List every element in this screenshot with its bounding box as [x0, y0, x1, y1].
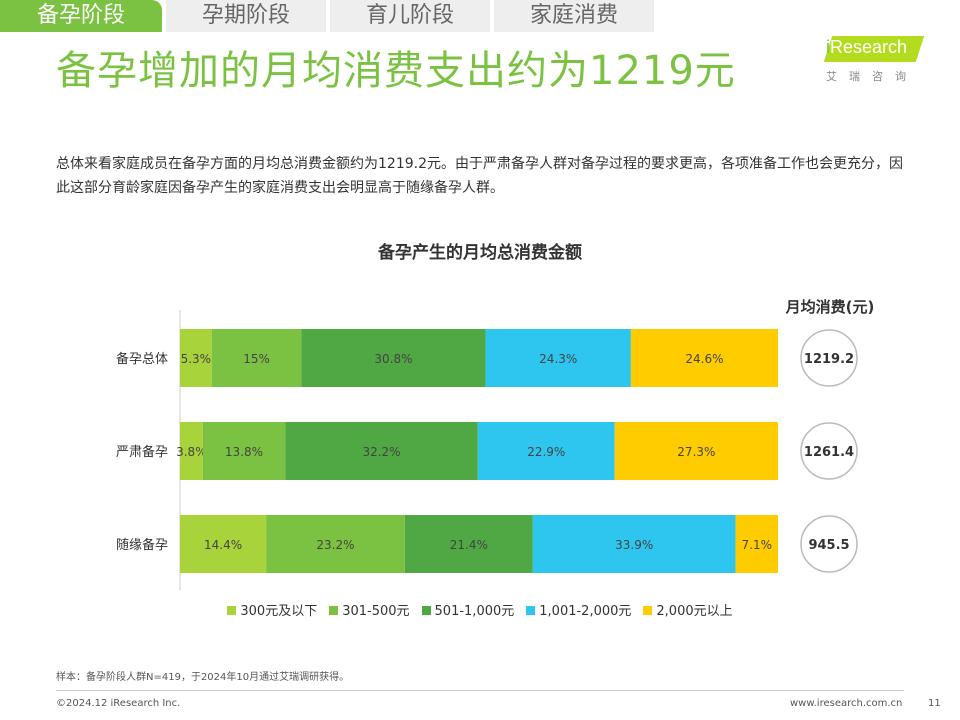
bar-segment-1-2-000 [614, 422, 778, 480]
data-label-0-4: 24.6% [685, 352, 723, 366]
summary-text: 总体来看家庭成员在备孕方面的月均总消费金额约为1219.2元。由于严肃备孕人群对… [56, 156, 903, 196]
logo-brand-initial: i [826, 37, 830, 57]
data-label-1-4: 27.3% [677, 445, 715, 459]
stacked-bar-chart: 备孕总体 5.3% 15% 30.8% 24.3% 24.6% 1219.2 严肃备孕 3.8%… [116, 310, 858, 590]
data-label-2-4: 7.1% [742, 538, 773, 552]
bar-segment-1-300 [180, 422, 203, 480]
logo-brand: iResearch [826, 37, 907, 58]
logo-brand-rest: Research [830, 37, 908, 57]
bar-segment-2-2-000 [735, 515, 778, 573]
legend-label-4: 2,000元以上 [656, 604, 733, 619]
data-label-2-3: 33.9% [615, 538, 653, 552]
legend-item-3: 1,001-2,000元 [526, 600, 631, 619]
legend-swatch-0 [227, 606, 237, 615]
bar-segment-2-1-001-2-000 [532, 515, 736, 573]
logo-subtitle: 艾瑞咨询 [826, 70, 918, 83]
tab-pregnancy[interactable]: 孕期阶段 [166, 0, 326, 32]
data-label-1-3: 22.9% [527, 445, 565, 459]
data-label-0-3: 24.3% [539, 352, 577, 366]
bar-segment-0-1-001-2-000 [485, 329, 631, 387]
bar-segment-0-300 [180, 329, 212, 387]
iresearch-logo: iResearch 艾瑞咨询 [820, 36, 940, 86]
legend-item-4: 2,000元以上 [643, 600, 733, 619]
monthly-avg-circle-0 [800, 329, 858, 387]
copyright-text: ©2024.12 iResearch Inc. [56, 698, 181, 709]
stage-tabs: 备孕阶段 孕期阶段 育儿阶段 家庭消费 [0, 0, 960, 34]
legend-item-0: 300元及以下 [227, 600, 317, 619]
legend-label-2: 501-1,000元 [434, 604, 515, 619]
bar-segment-0-501-1-000 [301, 329, 486, 387]
monthly-avg-value-1: 1261.4 [804, 445, 854, 460]
legend-swatch-4 [643, 606, 653, 615]
tab-parenting[interactable]: 育儿阶段 [330, 0, 490, 32]
page-title: 备孕增加的月均消费支出约为1219元 [56, 48, 736, 94]
legend-swatch-1 [329, 606, 339, 615]
legend-item-2: 501-1,000元 [421, 600, 515, 619]
page-number: 11 [928, 698, 941, 709]
legend-item-1: 301-500元 [329, 600, 410, 619]
category-label-2: 随缘备孕 [116, 537, 168, 553]
data-label-0-2: 30.8% [374, 352, 412, 366]
monthly-avg-circle-1 [800, 422, 858, 480]
category-label-1: 严肃备孕 [116, 444, 168, 460]
legend-label-0: 300元及以下 [240, 604, 318, 619]
bar-segment-1-501-1-000 [285, 422, 478, 480]
data-label-2-2: 21.4% [450, 538, 488, 552]
bar-segment-2-301-500 [266, 515, 405, 573]
chart-title: 备孕产生的月均总消费金额 [378, 243, 582, 263]
data-label-1-1: 13.8% [225, 445, 263, 459]
chart-legend: 300元及以下 301-500元 501-1,000元 1,001-2,000元 2,0… [0, 600, 960, 619]
monthly-avg-value-0: 1219.2 [804, 352, 854, 367]
monthly-avg-title: 月均消费(元) [785, 298, 875, 316]
legend-swatch-3 [526, 606, 536, 615]
bar-segment-2-300 [180, 515, 267, 573]
tab-family-consumption[interactable]: 家庭消费 [494, 0, 654, 32]
website-text: www.iresearch.com.cn [790, 698, 903, 709]
monthly-avg-value-2: 945.5 [808, 538, 849, 553]
bar-segment-2-501-1-000 [404, 515, 533, 573]
data-label-0-0: 5.3% [181, 352, 212, 366]
bar-segment-0-2-000 [630, 329, 778, 387]
legend-label-3: 1,001-2,000元 [539, 604, 632, 619]
legend-swatch-2 [421, 606, 431, 615]
monthly-avg-circle-2 [800, 515, 858, 573]
data-label-1-2: 32.2% [362, 445, 400, 459]
category-label-0: 备孕总体 [116, 351, 168, 367]
data-label-2-0: 14.4% [204, 538, 242, 552]
data-label-0-1: 15% [243, 352, 270, 366]
data-label-2-1: 23.2% [316, 538, 354, 552]
data-label-1-0: 3.8% [176, 445, 207, 459]
bar-segment-0-301-500 [211, 329, 302, 387]
footer-divider [56, 690, 904, 691]
bar-segment-1-301-500 [202, 422, 286, 480]
bar-segment-1-1-001-2-000 [477, 422, 615, 480]
tab-preconception[interactable]: 备孕阶段 [0, 0, 162, 32]
sample-footnote: 样本：备孕阶段人群N=419，于2024年10月通过艾瑞调研获得。 [56, 672, 350, 683]
legend-label-1: 301-500元 [342, 604, 410, 619]
